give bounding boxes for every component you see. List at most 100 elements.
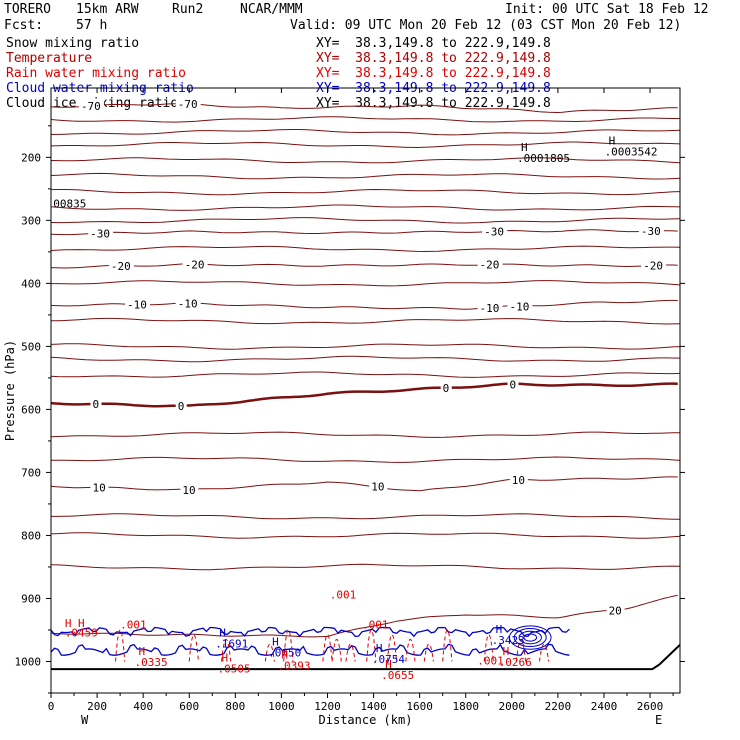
isotherm-label: 0	[443, 382, 450, 395]
model-resolution: 15km ARW	[76, 2, 139, 17]
h-marker-label: H	[496, 623, 503, 636]
isotherm-label-bg	[182, 257, 208, 270]
rain-contour	[264, 643, 275, 662]
rain-contour	[345, 643, 356, 662]
isotherm-line	[50, 371, 681, 378]
legend-rain-name: Rain water mixing ratio	[6, 66, 187, 81]
rain-contour	[221, 638, 232, 662]
isotherm-label: -10	[510, 301, 530, 314]
h-marker-value: .0335	[135, 656, 168, 669]
isotherm-line	[50, 317, 681, 325]
isotherm-label: -70	[178, 98, 198, 111]
h-marker-label: H	[385, 658, 392, 671]
isotherm-label-bg	[90, 480, 109, 493]
isotherm-line	[50, 157, 681, 164]
x-tick-label: 2400	[591, 700, 618, 713]
isotherm-line	[50, 563, 681, 571]
isotherm-label-bg	[507, 377, 519, 390]
contour-value-label: .0459	[65, 626, 98, 639]
isotherm-label: -10	[178, 298, 198, 311]
isotherm-line	[50, 129, 681, 136]
isotherm-label-bg	[175, 296, 201, 309]
y-tick-label: 500	[21, 340, 41, 353]
cloud-water-contour	[523, 633, 538, 642]
isotherm-line	[50, 116, 680, 123]
isotherm-label-bg	[509, 472, 528, 485]
isotherm-label-bg	[369, 479, 388, 492]
x-axis-label: Distance (km)	[319, 713, 413, 727]
rain-contour	[188, 634, 199, 662]
legend-temp-name: Temperature	[6, 51, 93, 66]
isotherm-label-bg	[638, 224, 664, 237]
isotherm-line	[50, 476, 678, 492]
contour-value-label: .001	[120, 619, 147, 632]
h-marker-label: H	[609, 135, 616, 148]
isotherm-label: -20	[185, 259, 205, 272]
isotherm-label: 10	[182, 484, 195, 497]
rain-contour	[331, 638, 342, 662]
rain-contour	[405, 638, 416, 662]
valid-time: Valid: 09 UTC Mon 20 Feb 12 (03 CST Mon …	[290, 18, 682, 33]
h-marker-value: .0003542	[605, 146, 658, 159]
isotherm-line	[50, 594, 678, 638]
cloud-water-contour	[50, 643, 570, 656]
h-marker-label: H	[376, 642, 383, 655]
isotherm-label-bg	[125, 297, 151, 310]
y-tick-label: 900	[21, 592, 41, 605]
isotherm-line	[50, 172, 681, 180]
contour-value-label: .001	[477, 655, 504, 668]
isotherm-label: 10	[92, 481, 105, 494]
isotherm-label: -20	[111, 260, 131, 273]
legend-rain-xy: XY= 38.3,149.8 to 222.9,149.8	[316, 66, 551, 81]
y-tick-label: 800	[21, 529, 41, 542]
isotherm-label: -70	[81, 100, 101, 113]
fcst-label: Fcst:	[4, 18, 44, 33]
contour-value-label: .001	[330, 588, 357, 601]
isotherm-line	[50, 141, 681, 149]
y-tick-label: 400	[21, 277, 41, 290]
h-marker-value: .0505	[217, 662, 250, 675]
isotherm-label-bg	[482, 224, 508, 237]
isotherm-label-bg	[477, 257, 503, 270]
isotherm-label-bg	[641, 258, 667, 271]
rain-contour	[515, 638, 527, 662]
contour-value-label: 00835	[53, 198, 86, 211]
isotherm-line	[50, 245, 681, 253]
rain-contour	[538, 643, 550, 662]
cloud-water-contour	[50, 626, 570, 638]
x-tick-label: 1400	[360, 700, 387, 713]
h-marker-value: .3423	[492, 634, 525, 647]
x-tick-label: 600	[179, 700, 199, 713]
isotherm-label-bg	[78, 99, 104, 112]
rain-contour	[115, 629, 126, 662]
init-time: Init: 00 UTC Sat 18 Feb 12	[505, 2, 709, 17]
plot-frame	[50, 87, 681, 694]
isotherm-line	[50, 188, 681, 196]
legend-snow-xy: XY= 38.3,149.8 to 222.9,149.8	[316, 36, 551, 51]
x-tick-label: 1000	[268, 700, 295, 713]
fcst-value: 57 h	[76, 18, 108, 33]
h-marker-value: .0650	[268, 647, 301, 660]
model-name: TORERO	[4, 2, 51, 17]
x-tick-label: 2600	[637, 700, 664, 713]
isotherm-line	[50, 229, 678, 236]
isotherm-label-bg	[477, 300, 503, 313]
isotherm-line	[50, 431, 681, 438]
x-tick-label: 0	[48, 700, 55, 713]
h-marker-label: H	[219, 626, 226, 639]
y-tick-label: 700	[21, 466, 41, 479]
cloud-water-contour	[508, 625, 552, 650]
h-marker-label: H	[139, 645, 146, 658]
rain-contour	[423, 643, 434, 662]
rain-contour	[322, 634, 333, 662]
h-marker-value: .0266	[499, 656, 532, 669]
isotherm-line	[50, 299, 678, 310]
isotherm-label: -20	[643, 260, 663, 273]
isotherm-line	[50, 532, 681, 539]
isotherm-line	[51, 280, 681, 287]
x-tick-label: 1800	[452, 700, 479, 713]
contour-value-label: H H	[65, 617, 85, 630]
x-tick-label: 2000	[499, 700, 526, 713]
isotherm-line	[50, 103, 678, 114]
